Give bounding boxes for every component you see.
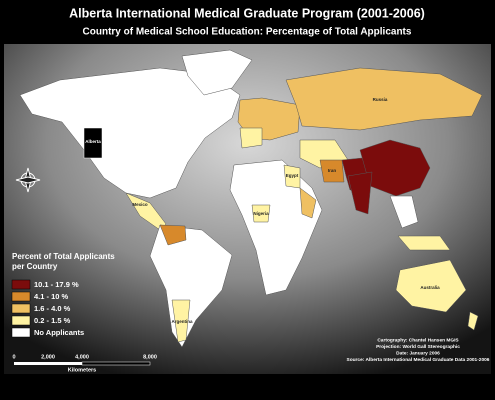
country xyxy=(229,159,323,296)
place-label: Russia xyxy=(373,97,388,102)
country xyxy=(19,67,241,199)
country xyxy=(347,171,373,215)
legend-label: 1.6 - 4.0 % xyxy=(34,304,71,313)
country xyxy=(397,235,451,251)
country xyxy=(239,127,263,149)
place-label: Australia xyxy=(420,285,440,290)
country xyxy=(285,67,483,131)
legend-swatch xyxy=(11,279,31,290)
legend-label: No Applicants xyxy=(34,328,84,337)
scale-tick-label: 8,000 xyxy=(143,354,157,360)
scale-tick-label: 2,000 xyxy=(41,354,55,360)
title: Alberta International Medical Graduate P… xyxy=(69,6,425,20)
scale-bar-segment xyxy=(14,362,82,365)
scale-tick-label: 4,000 xyxy=(75,354,89,360)
scale-tick-label: 0 xyxy=(12,354,15,360)
country xyxy=(159,224,187,246)
legend-label: 10.1 - 17.9 % xyxy=(34,280,79,289)
country xyxy=(319,159,345,183)
country xyxy=(467,311,479,331)
country xyxy=(181,49,253,96)
legend-swatch xyxy=(11,315,31,326)
credit-line: Cartography: Chantel Hansen MGIS xyxy=(377,337,459,343)
credits: Cartography: Chantel Hansen MGISProjecti… xyxy=(347,337,490,363)
countries xyxy=(19,49,483,348)
country xyxy=(359,139,431,197)
legend-title: per Country xyxy=(12,262,58,271)
credit-line: Source: Alberta International Medical Gr… xyxy=(347,357,490,363)
place-label: Alberta xyxy=(85,139,101,144)
country xyxy=(149,224,233,348)
legend: 10.1 - 17.9 % 4.1 - 10 % 1.6 - 4.0 % 0.2 - … xyxy=(11,279,84,338)
country xyxy=(395,259,467,313)
country xyxy=(299,187,317,219)
alberta-highlight xyxy=(83,127,103,159)
legend-label: 4.1 - 10 % xyxy=(34,292,69,301)
legend-title: Percent of Total Applicants xyxy=(12,252,115,261)
country xyxy=(171,299,191,343)
scale-bar-segment xyxy=(81,361,151,366)
country xyxy=(389,195,419,229)
legend-swatch xyxy=(11,303,31,314)
place-label: Argentina xyxy=(171,319,192,324)
place-label: Egypt xyxy=(286,173,299,178)
credit-line: Date: January 2006 xyxy=(396,350,440,356)
place-label: Iran xyxy=(328,168,337,173)
legend-swatch xyxy=(11,327,31,338)
scale-unit: Kilometers xyxy=(68,367,96,373)
legend-swatch xyxy=(11,291,31,302)
country xyxy=(251,204,271,223)
compass xyxy=(15,167,41,193)
place-label: Mexico xyxy=(132,202,148,207)
credit-line: Projection: World Gall Stereographic xyxy=(376,344,460,350)
place-label: Nigeria xyxy=(253,211,269,216)
subtitle: Country of Medical School Education: Per… xyxy=(83,27,412,38)
compass-needle xyxy=(15,176,41,184)
legend-label: 0.2 - 1.5 % xyxy=(34,316,71,325)
scale-bar: 0 2,000 4,000 8,000 Kilometers xyxy=(12,354,156,373)
